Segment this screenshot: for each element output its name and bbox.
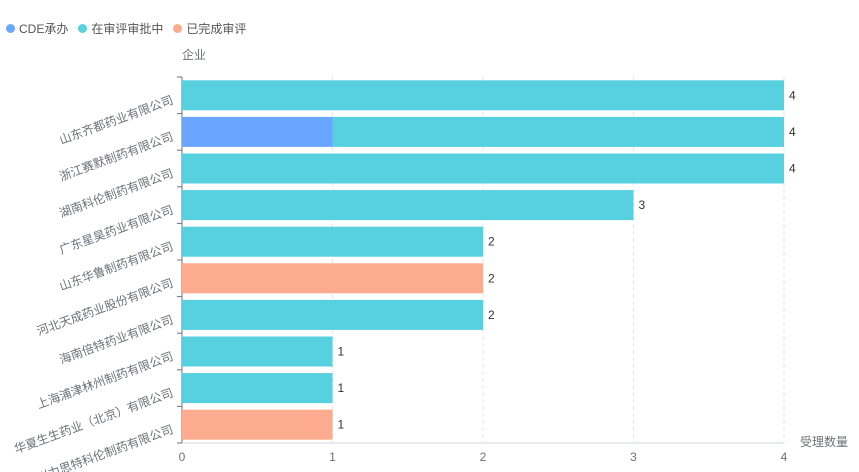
x-tick-label: 2 xyxy=(480,450,487,464)
data-label: 4 xyxy=(789,162,796,176)
x-tick-label: 3 xyxy=(630,450,637,464)
bar-在审评审批中 xyxy=(182,80,784,111)
legend-item[interactable]: 已完成审评 xyxy=(173,20,246,37)
bar-在审评审批中 xyxy=(182,153,784,184)
y-tick-label: 华夏生生药业（北京）有限公司 xyxy=(12,386,175,457)
legend: CDE承办 在审评审批中 已完成审评 xyxy=(6,20,246,37)
legend-item[interactable]: 在审评审批中 xyxy=(78,20,163,37)
bar-在审评审批中 xyxy=(182,190,634,221)
bar-在审评审批中 xyxy=(182,226,483,257)
legend-label: 在审评审批中 xyxy=(91,22,164,36)
data-label: 2 xyxy=(488,271,495,285)
y-axis-title: 企业 xyxy=(182,47,206,62)
legend-label: 已完成审评 xyxy=(186,22,247,36)
legend-dot-icon xyxy=(78,24,88,33)
legend-label: CDE承办 xyxy=(19,22,69,36)
bar-已完成审评 xyxy=(182,409,333,440)
bar-已完成审评 xyxy=(182,263,483,294)
data-label: 1 xyxy=(338,345,345,359)
data-label: 3 xyxy=(639,198,646,212)
legend-item[interactable]: CDE承办 xyxy=(6,20,68,37)
data-label: 2 xyxy=(488,308,495,322)
x-tick-label: 4 xyxy=(781,450,788,464)
data-label: 2 xyxy=(488,235,495,249)
bar-在审评审批中 xyxy=(182,299,483,330)
bar-CDE承办 xyxy=(182,116,333,147)
data-label: 4 xyxy=(789,88,796,102)
x-tick-label: 1 xyxy=(329,450,336,464)
data-label: 1 xyxy=(338,381,345,395)
legend-dot-icon xyxy=(173,24,183,33)
y-tick-label: 四川力思特科伦制药有限公司 xyxy=(23,421,175,472)
bar-在审评审批中 xyxy=(182,336,333,367)
x-tick-label: 0 xyxy=(179,450,186,464)
data-label: 4 xyxy=(789,125,796,139)
data-label: 1 xyxy=(338,418,345,432)
x-axis-title: 受理数量 xyxy=(800,434,848,449)
legend-dot-icon xyxy=(6,24,15,33)
bar-在审评审批中 xyxy=(182,373,333,404)
bar-在审评审批中 xyxy=(332,116,784,147)
